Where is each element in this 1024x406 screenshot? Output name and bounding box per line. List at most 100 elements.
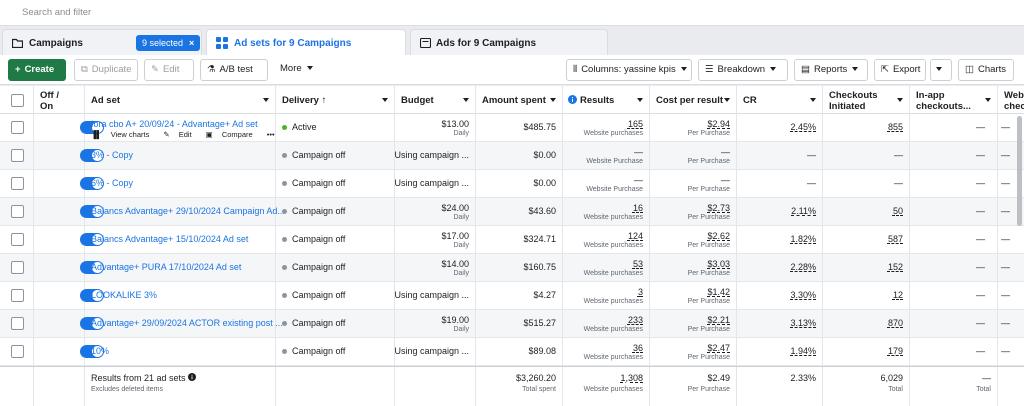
table-row[interactable]: Balancs Advantage+ 29/10/2024 Campaign A… bbox=[0, 198, 1024, 226]
checkouts-value[interactable]: — bbox=[894, 150, 903, 160]
export-button[interactable]: ⇱ Export bbox=[874, 59, 926, 81]
results-value[interactable]: 36 bbox=[632, 343, 643, 353]
adset-toggle[interactable] bbox=[80, 177, 104, 190]
clear-selection-icon[interactable]: × bbox=[189, 38, 195, 48]
chevron-down-icon[interactable] bbox=[382, 98, 388, 102]
chevron-down-icon[interactable] bbox=[263, 98, 269, 102]
vertical-scrollbar[interactable] bbox=[1017, 116, 1022, 226]
row-checkbox[interactable] bbox=[11, 205, 24, 218]
duplicate-button[interactable]: ⧉ Duplicate bbox=[74, 59, 138, 81]
checkouts-value[interactable]: 855 bbox=[887, 122, 903, 132]
search-input[interactable]: Search and filter bbox=[22, 7, 92, 18]
cpr-value[interactable]: $2.62 bbox=[707, 231, 730, 241]
adset-name-link[interactable]: 6% - Copy bbox=[91, 178, 134, 188]
tab-ads[interactable]: Ads for 9 Campaigns bbox=[410, 29, 608, 55]
columns-button[interactable]: ⦀ Columns: yassine kpis bbox=[566, 59, 692, 81]
cpr-value[interactable]: $2.47 bbox=[707, 343, 730, 353]
select-all-checkbox[interactable] bbox=[11, 94, 24, 107]
chevron-down-icon[interactable] bbox=[637, 98, 643, 102]
row-checkbox[interactable] bbox=[11, 317, 24, 330]
adset-toggle[interactable] bbox=[80, 233, 104, 246]
header-web[interactable]: Web chec... bbox=[998, 86, 1024, 114]
view-charts-action[interactable]: ▐▌ View charts bbox=[91, 130, 156, 139]
header-delivery[interactable]: Delivery ↑ bbox=[276, 86, 395, 114]
tab-campaigns[interactable]: Campaigns 9 selected × bbox=[2, 29, 202, 55]
cpr-value[interactable]: $3.03 bbox=[707, 259, 730, 269]
results-value[interactable]: 165 bbox=[627, 119, 643, 129]
checkouts-value[interactable]: 870 bbox=[887, 318, 903, 328]
adset-toggle[interactable] bbox=[80, 289, 104, 302]
results-value[interactable]: 53 bbox=[632, 259, 643, 269]
results-value[interactable]: — bbox=[634, 175, 643, 185]
create-button[interactable]: + Create bbox=[8, 59, 66, 81]
adset-name-link[interactable]: Advantage+ 29/09/2024 ACTOR existing pos… bbox=[91, 318, 283, 328]
adset-name-link[interactable]: Advantage+ PURA 17/10/2024 Ad set bbox=[91, 262, 242, 272]
charts-button[interactable]: ◫ Charts bbox=[958, 59, 1014, 81]
checkouts-value[interactable]: 50 bbox=[892, 206, 903, 216]
cpr-value[interactable]: $2.73 bbox=[707, 203, 730, 213]
table-row[interactable]: Iora cbo A+ 20/09/24 - Advantage+ Ad set… bbox=[0, 114, 1024, 142]
header-results[interactable]: Results bbox=[563, 86, 650, 114]
adset-name-link[interactable]: 3% - Copy bbox=[91, 150, 134, 160]
more-button[interactable]: More bbox=[274, 59, 322, 81]
table-row[interactable]: Balancs Advantage+ 15/10/2024 Ad set Camp… bbox=[0, 226, 1024, 254]
table-row[interactable]: 3% - Copy Campaign off Using campaign ... $… bbox=[0, 142, 1024, 170]
results-value[interactable]: 16 bbox=[632, 203, 643, 213]
breakdown-button[interactable]: ☰ Breakdown bbox=[698, 59, 788, 81]
adset-toggle[interactable] bbox=[80, 261, 104, 274]
chevron-down-icon[interactable] bbox=[724, 98, 730, 102]
header-inapp[interactable]: In-app checkouts... bbox=[910, 86, 998, 114]
checkouts-value[interactable]: 152 bbox=[887, 262, 903, 272]
compare-action[interactable]: ▣ Compare bbox=[206, 130, 260, 139]
checkouts-value[interactable]: 12 bbox=[892, 290, 903, 300]
chevron-down-icon[interactable] bbox=[550, 98, 556, 102]
cpr-value[interactable]: $2.21 bbox=[707, 315, 730, 325]
checkouts-value[interactable]: 179 bbox=[887, 346, 903, 356]
cpr-value[interactable]: — bbox=[721, 175, 730, 185]
row-checkbox[interactable] bbox=[11, 345, 24, 358]
adset-toggle[interactable] bbox=[80, 317, 104, 330]
checkouts-value[interactable]: — bbox=[894, 178, 903, 188]
row-checkbox[interactable] bbox=[11, 149, 24, 162]
adset-name-link[interactable]: Balancs Advantage+ 15/10/2024 Ad set bbox=[91, 234, 249, 244]
adset-name-link[interactable]: LOOKALIKE 3% bbox=[91, 290, 158, 300]
ab-test-button[interactable]: ⚗ A/B test bbox=[200, 59, 268, 81]
table-row[interactable]: Advantage+ 29/09/2024 ACTOR existing pos… bbox=[0, 310, 1024, 338]
header-cpr[interactable]: Cost per result bbox=[650, 86, 737, 114]
cpr-value[interactable]: — bbox=[721, 147, 730, 157]
row-checkbox[interactable] bbox=[11, 177, 24, 190]
adset-toggle[interactable] bbox=[80, 205, 104, 218]
adset-name-link[interactable]: 10% bbox=[91, 346, 110, 356]
results-value[interactable]: 3 bbox=[637, 287, 643, 297]
adset-toggle[interactable] bbox=[80, 149, 104, 162]
header-budget[interactable]: Budget bbox=[395, 86, 476, 114]
chevron-down-icon[interactable] bbox=[463, 98, 469, 102]
chevron-down-icon[interactable] bbox=[810, 98, 816, 102]
adset-toggle[interactable] bbox=[80, 121, 104, 134]
results-value[interactable]: — bbox=[634, 147, 643, 157]
checkouts-value[interactable]: 587 bbox=[887, 234, 903, 244]
row-checkbox[interactable] bbox=[11, 121, 24, 134]
row-checkbox[interactable] bbox=[11, 289, 24, 302]
results-value[interactable]: 233 bbox=[627, 315, 643, 325]
adset-name-link[interactable]: Iora cbo A+ 20/09/24 - Advantage+ Ad set bbox=[91, 119, 258, 129]
header-amount[interactable]: Amount spent bbox=[476, 86, 563, 114]
reports-button[interactable]: ▤ Reports bbox=[794, 59, 868, 81]
results-value[interactable]: 124 bbox=[627, 231, 643, 241]
header-cr[interactable]: CR bbox=[737, 86, 823, 114]
adset-name-link[interactable]: Balancs Advantage+ 29/10/2024 Campaign A… bbox=[91, 206, 285, 216]
table-row[interactable]: 10% Campaign off Using campaign ... $89.08 3… bbox=[0, 338, 1024, 366]
edit-action[interactable]: ✎ Edit bbox=[163, 130, 198, 139]
table-row[interactable]: Advantage+ PURA 17/10/2024 Ad set Campaig… bbox=[0, 254, 1024, 282]
chevron-down-icon[interactable] bbox=[897, 98, 903, 102]
cpr-value[interactable]: $1.42 bbox=[707, 287, 730, 297]
tab-adsets[interactable]: Ad sets for 9 Campaigns bbox=[206, 29, 406, 55]
row-checkbox[interactable] bbox=[11, 233, 24, 246]
footer-results-value[interactable]: 1,308 bbox=[620, 373, 643, 383]
table-row[interactable]: 6% - Copy Campaign off Using campaign ... $… bbox=[0, 170, 1024, 198]
header-adset[interactable]: Ad set bbox=[85, 86, 276, 114]
edit-button[interactable]: ✎ Edit bbox=[144, 59, 194, 81]
chevron-down-icon[interactable] bbox=[985, 98, 991, 102]
header-checkouts[interactable]: Checkouts Initiated bbox=[823, 86, 910, 114]
table-row[interactable]: LOOKALIKE 3% Campaign off Using campaign .… bbox=[0, 282, 1024, 310]
